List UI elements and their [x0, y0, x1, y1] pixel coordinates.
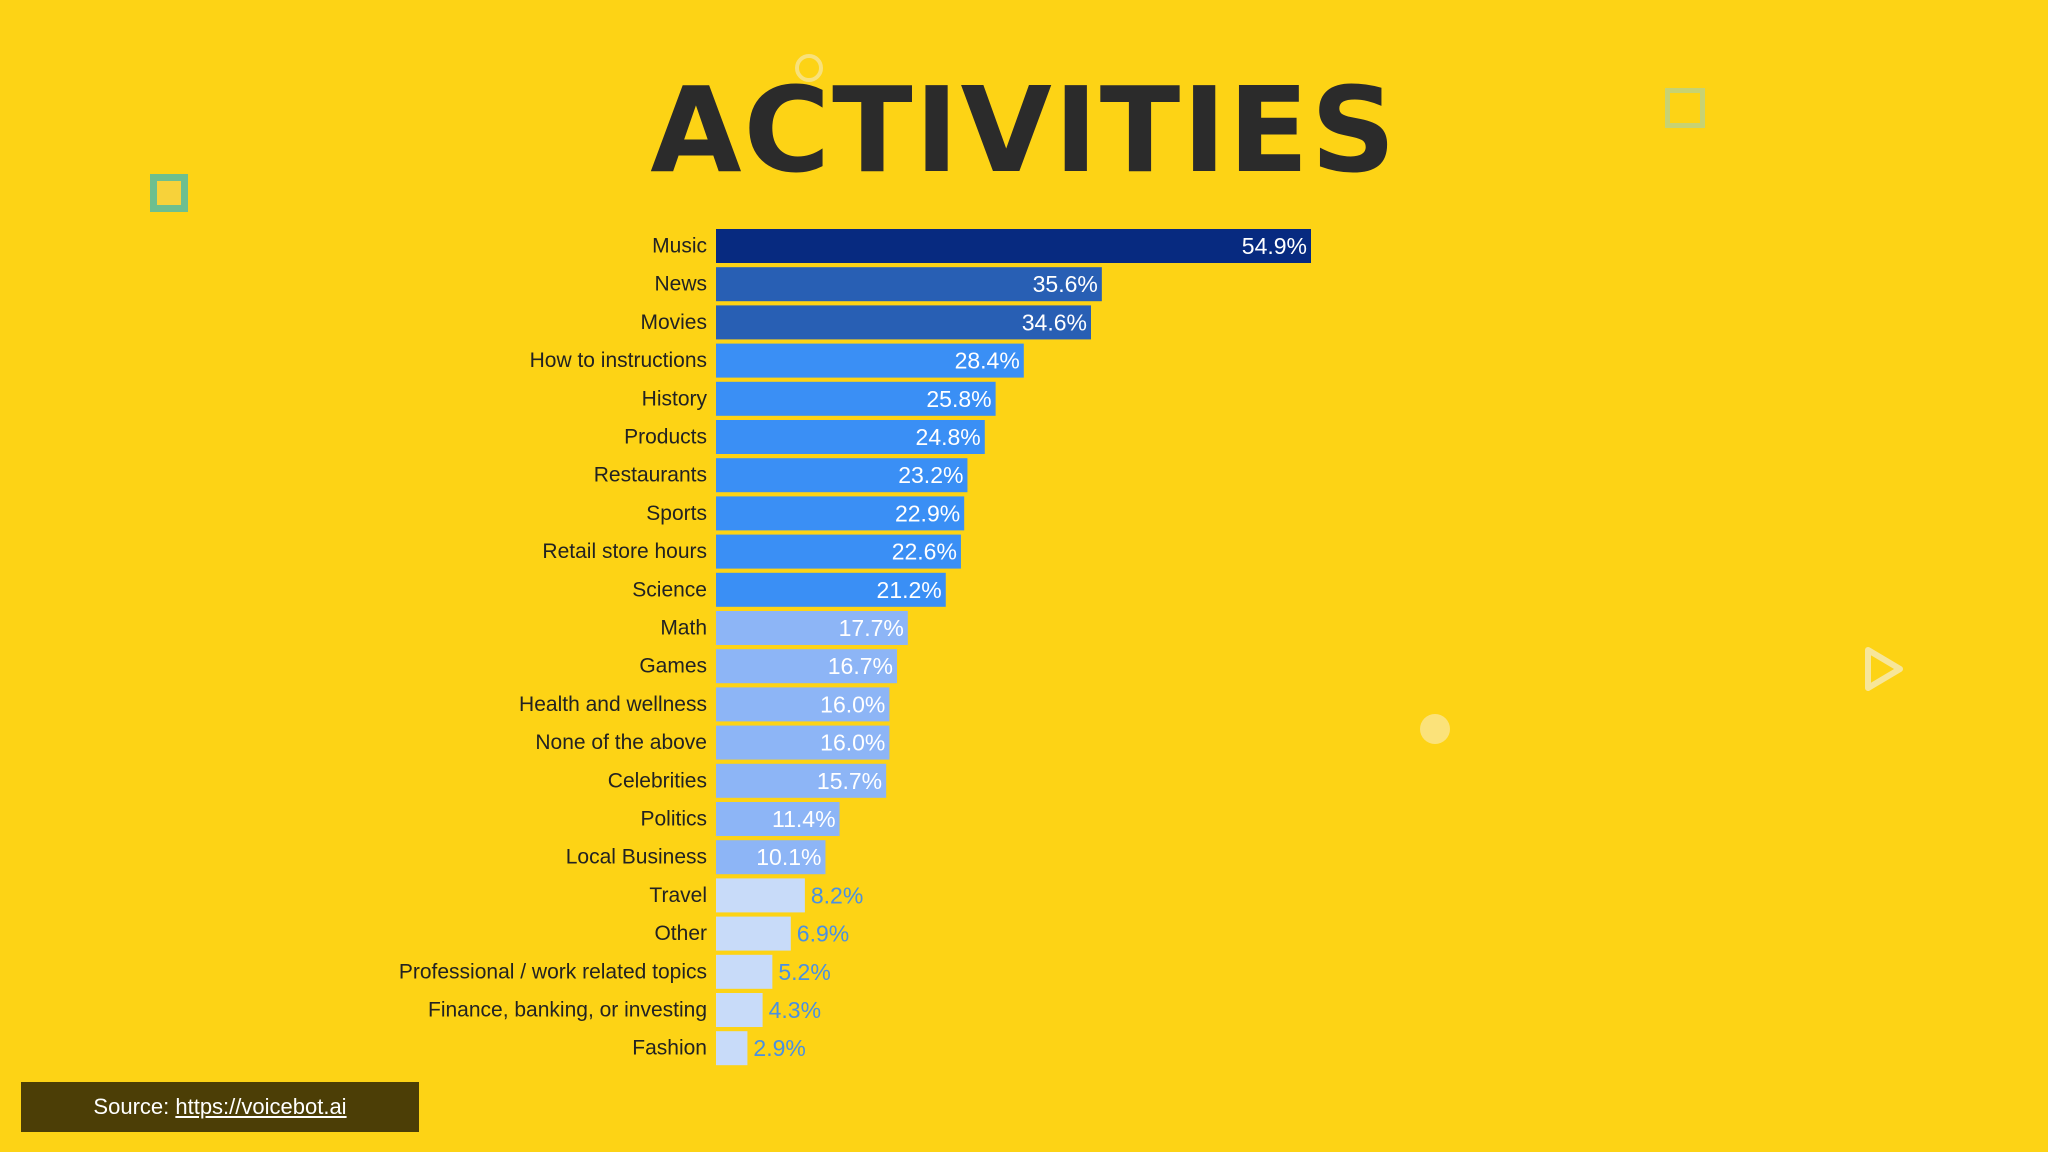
value-label-games: 16.7% — [828, 653, 893, 679]
value-label-celebrities: 15.7% — [817, 768, 882, 794]
source-link[interactable]: https://voicebot.ai — [175, 1094, 347, 1119]
bar-local-business — [716, 840, 826, 875]
value-label-how-to-instructions: 28.4% — [955, 348, 1020, 374]
bar-health-and-wellness — [716, 687, 890, 722]
value-label-other: 6.9% — [797, 921, 849, 947]
dot-decoration — [1420, 714, 1450, 744]
bar-none-of-the-above — [716, 725, 890, 760]
value-label-fashion: 2.9% — [753, 1035, 805, 1061]
value-label-health-and-wellness: 16.0% — [820, 691, 885, 717]
category-label-restaurants: Restaurants — [594, 464, 707, 487]
bar-history — [716, 381, 996, 416]
bar-fashion — [716, 1031, 748, 1066]
green-square-decoration — [150, 174, 188, 212]
bar-music — [716, 229, 1311, 263]
value-label-science: 21.2% — [877, 577, 942, 603]
category-label-travel: Travel — [649, 884, 707, 907]
bar-science — [716, 572, 946, 607]
value-label-none-of-the-above: 16.0% — [820, 730, 885, 756]
category-label-politics: Politics — [640, 808, 707, 831]
category-label-history: History — [642, 387, 708, 410]
bar-restaurants — [716, 458, 968, 493]
category-label-news: News — [654, 273, 707, 296]
source-credit: Source: https://voicebot.ai — [21, 1082, 419, 1132]
value-label-restaurants: 23.2% — [898, 462, 963, 488]
bar-professional-work-related-topics — [716, 954, 773, 989]
category-label-finance-banking-or-investing: Finance, banking, or investing — [428, 999, 707, 1022]
bar-travel — [716, 878, 805, 913]
category-label-celebrities: Celebrities — [608, 769, 707, 792]
category-label-retail-store-hours: Retail store hours — [542, 540, 707, 563]
category-label-games: Games — [639, 655, 707, 678]
value-label-finance-banking-or-investing: 4.3% — [769, 997, 821, 1023]
bar-retail-store-hours — [716, 534, 961, 569]
category-label-sports: Sports — [646, 502, 707, 525]
category-label-products: Products — [624, 426, 707, 449]
value-label-history: 25.8% — [926, 386, 991, 412]
category-label-other: Other — [654, 922, 707, 945]
category-label-health-and-wellness: Health and wellness — [519, 693, 707, 716]
value-label-news: 35.6% — [1033, 271, 1098, 297]
value-label-travel: 8.2% — [811, 882, 863, 908]
category-label-music: Music — [652, 235, 707, 258]
category-label-local-business: Local Business — [566, 846, 707, 869]
value-label-professional-work-related-topics: 5.2% — [778, 959, 830, 985]
value-label-music: 54.9% — [1242, 233, 1307, 259]
bar-other — [716, 916, 791, 951]
value-label-retail-store-hours: 22.6% — [892, 539, 957, 565]
bar-movies — [716, 305, 1091, 340]
bar-how-to-instructions — [716, 343, 1024, 378]
value-label-sports: 22.9% — [895, 500, 960, 526]
bar-politics — [716, 802, 840, 836]
bar-news — [716, 267, 1102, 302]
category-label-movies: Movies — [640, 311, 707, 334]
play-triangle-decoration — [1865, 647, 1903, 691]
source-prefix: Source: — [93, 1094, 176, 1119]
bar-products — [716, 420, 985, 454]
value-label-politics: 11.4% — [772, 806, 836, 832]
bar-games — [716, 649, 897, 684]
value-label-math: 17.7% — [839, 615, 904, 641]
bar-math — [716, 611, 908, 645]
category-label-none-of-the-above: None of the above — [535, 731, 707, 754]
ring-decoration — [795, 54, 823, 82]
bar-celebrities — [716, 763, 887, 798]
value-label-local-business: 10.1% — [756, 844, 821, 870]
page-title: ACTIVITIES — [650, 61, 1398, 199]
category-label-fashion: Fashion — [632, 1037, 707, 1060]
category-label-professional-work-related-topics: Professional / work related topics — [399, 960, 707, 983]
category-label-science: Science — [632, 578, 707, 601]
bar-sports — [716, 496, 965, 531]
value-label-products: 24.8% — [916, 424, 981, 450]
category-label-how-to-instructions: How to instructions — [530, 349, 707, 372]
outline-square-decoration — [1665, 88, 1705, 128]
value-label-movies: 34.6% — [1022, 309, 1087, 335]
category-label-math: Math — [660, 617, 707, 640]
bar-finance-banking-or-investing — [716, 993, 763, 1027]
